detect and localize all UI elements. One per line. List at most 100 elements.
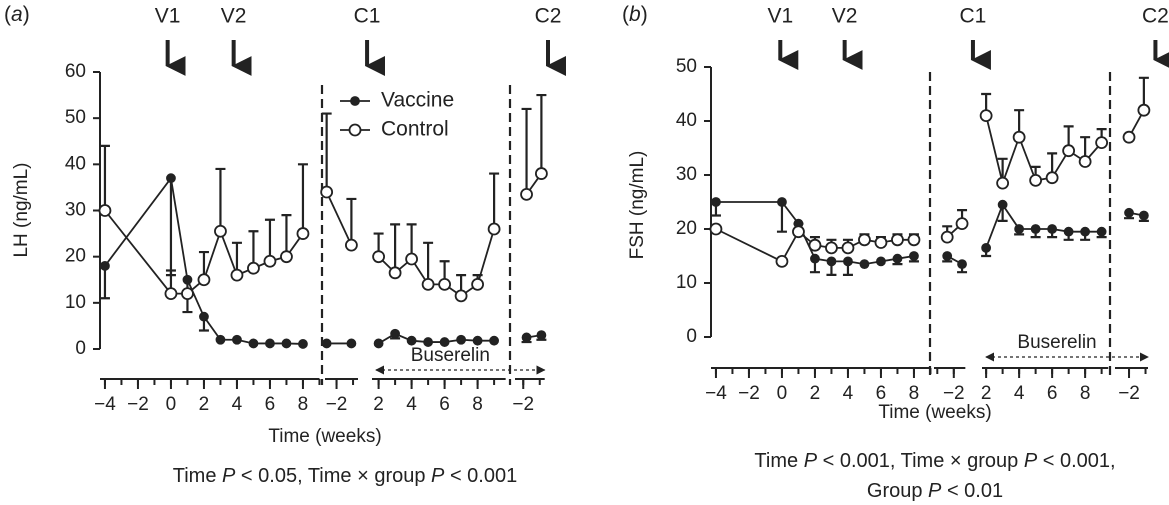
x-tick-label: 2 (199, 394, 210, 415)
y-tick-label: 30 (65, 200, 86, 221)
data-point (843, 256, 853, 267)
stats-text-part: Group (867, 480, 928, 502)
data-point (421, 277, 435, 291)
y-tick-label: 20 (65, 246, 86, 267)
data-point (841, 241, 855, 255)
bracket-label: Buserelin (411, 345, 490, 366)
data-point (1030, 224, 1041, 234)
data-point (214, 224, 227, 238)
data-point (182, 274, 193, 285)
data-point (1138, 210, 1149, 221)
y-tick-label: 0 (686, 326, 697, 347)
data-point (709, 222, 723, 236)
y-axis-label: FSH (ng/mL) (627, 151, 648, 260)
arrow-label: V1 (767, 5, 793, 28)
data-point (826, 256, 837, 267)
error-bar (99, 144, 110, 211)
data-point (454, 289, 468, 303)
data-point (1095, 136, 1109, 150)
data-point (859, 259, 870, 270)
data-point (825, 241, 838, 255)
data-point (808, 238, 822, 252)
data-point (858, 233, 871, 247)
data-point (489, 335, 500, 346)
x-tick-label: −2 (738, 383, 760, 404)
data-point (405, 252, 419, 266)
data-point (810, 253, 820, 264)
data-point (520, 187, 533, 201)
data-point (438, 277, 452, 291)
error-bar (489, 172, 500, 229)
data-point (892, 253, 903, 264)
stats-text-part: P (222, 465, 236, 487)
data-point (874, 236, 888, 249)
series-line (325, 191, 353, 246)
y-tick-label: 30 (676, 164, 697, 185)
panel-label: (b) (622, 3, 648, 26)
bracket-label: Buserelin (1017, 332, 1096, 353)
stats-text-part: < 0.001 (444, 465, 517, 487)
arrow-label: V2 (221, 5, 247, 28)
x-tick-label: 2 (373, 394, 384, 415)
error-bar (321, 112, 332, 193)
data-point (955, 217, 969, 231)
x-tick-label: 4 (232, 394, 243, 415)
panel-label-part: a (11, 3, 23, 26)
y-tick-label: 0 (75, 338, 86, 359)
error-bar (165, 178, 176, 277)
data-point (248, 338, 259, 349)
x-tick-label: −4 (94, 394, 116, 415)
x-tick-label: 2 (981, 383, 992, 404)
y-axis-label: LH (ng/mL) (11, 162, 32, 257)
data-point (230, 268, 244, 282)
stats-text: Time P < 0.001, Time × group P < 0.001, (754, 450, 1115, 472)
x-tick-label: 6 (876, 383, 887, 404)
data-point (166, 173, 176, 184)
error-bar (346, 197, 357, 246)
data-point (1062, 144, 1076, 158)
data-point (981, 242, 992, 253)
data-point (372, 250, 386, 264)
error-bar (215, 167, 226, 232)
data-point (1096, 226, 1107, 237)
arrow-label: V1 (155, 5, 181, 28)
data-point (777, 197, 787, 207)
error-bar (264, 218, 275, 262)
series-line (715, 228, 914, 263)
data-point (1078, 155, 1092, 168)
x-tick-label: 4 (1014, 383, 1025, 404)
data-point (876, 256, 886, 267)
x-tick-label: 8 (1080, 383, 1091, 404)
x-tick-label: 4 (843, 383, 854, 404)
stats-text-part: P (928, 480, 942, 502)
stats-text-part: < 0.01 (941, 480, 1003, 502)
data-point (265, 338, 275, 349)
series-line (104, 175, 303, 345)
legend-label: Vaccine (381, 89, 454, 112)
data-point (1014, 224, 1025, 234)
data-point (792, 225, 805, 239)
x-tick-label: 0 (166, 394, 177, 415)
data-point (439, 337, 450, 347)
data-point (940, 230, 954, 244)
series-line (715, 201, 915, 266)
data-point (521, 332, 532, 343)
stats-text-part: P (804, 450, 818, 472)
error-bar (99, 265, 110, 300)
data-point (215, 334, 226, 345)
data-point (100, 260, 110, 271)
data-point (979, 109, 993, 122)
data-point (423, 337, 434, 347)
data-point (98, 204, 112, 217)
y-tick-label: 10 (676, 272, 697, 293)
data-point (471, 277, 485, 291)
x-tick-label: 6 (265, 394, 276, 415)
panel-label-part: ) (23, 3, 30, 26)
x-tick-label: 6 (439, 394, 450, 415)
x-tick-label: −2 (1118, 383, 1140, 404)
y-tick-label: 10 (65, 292, 86, 313)
data-point (909, 251, 919, 261)
error-bar (776, 202, 787, 233)
panel-label-part: ( (4, 3, 11, 26)
stats-text-part: < 0.001, Time × group (817, 450, 1024, 472)
